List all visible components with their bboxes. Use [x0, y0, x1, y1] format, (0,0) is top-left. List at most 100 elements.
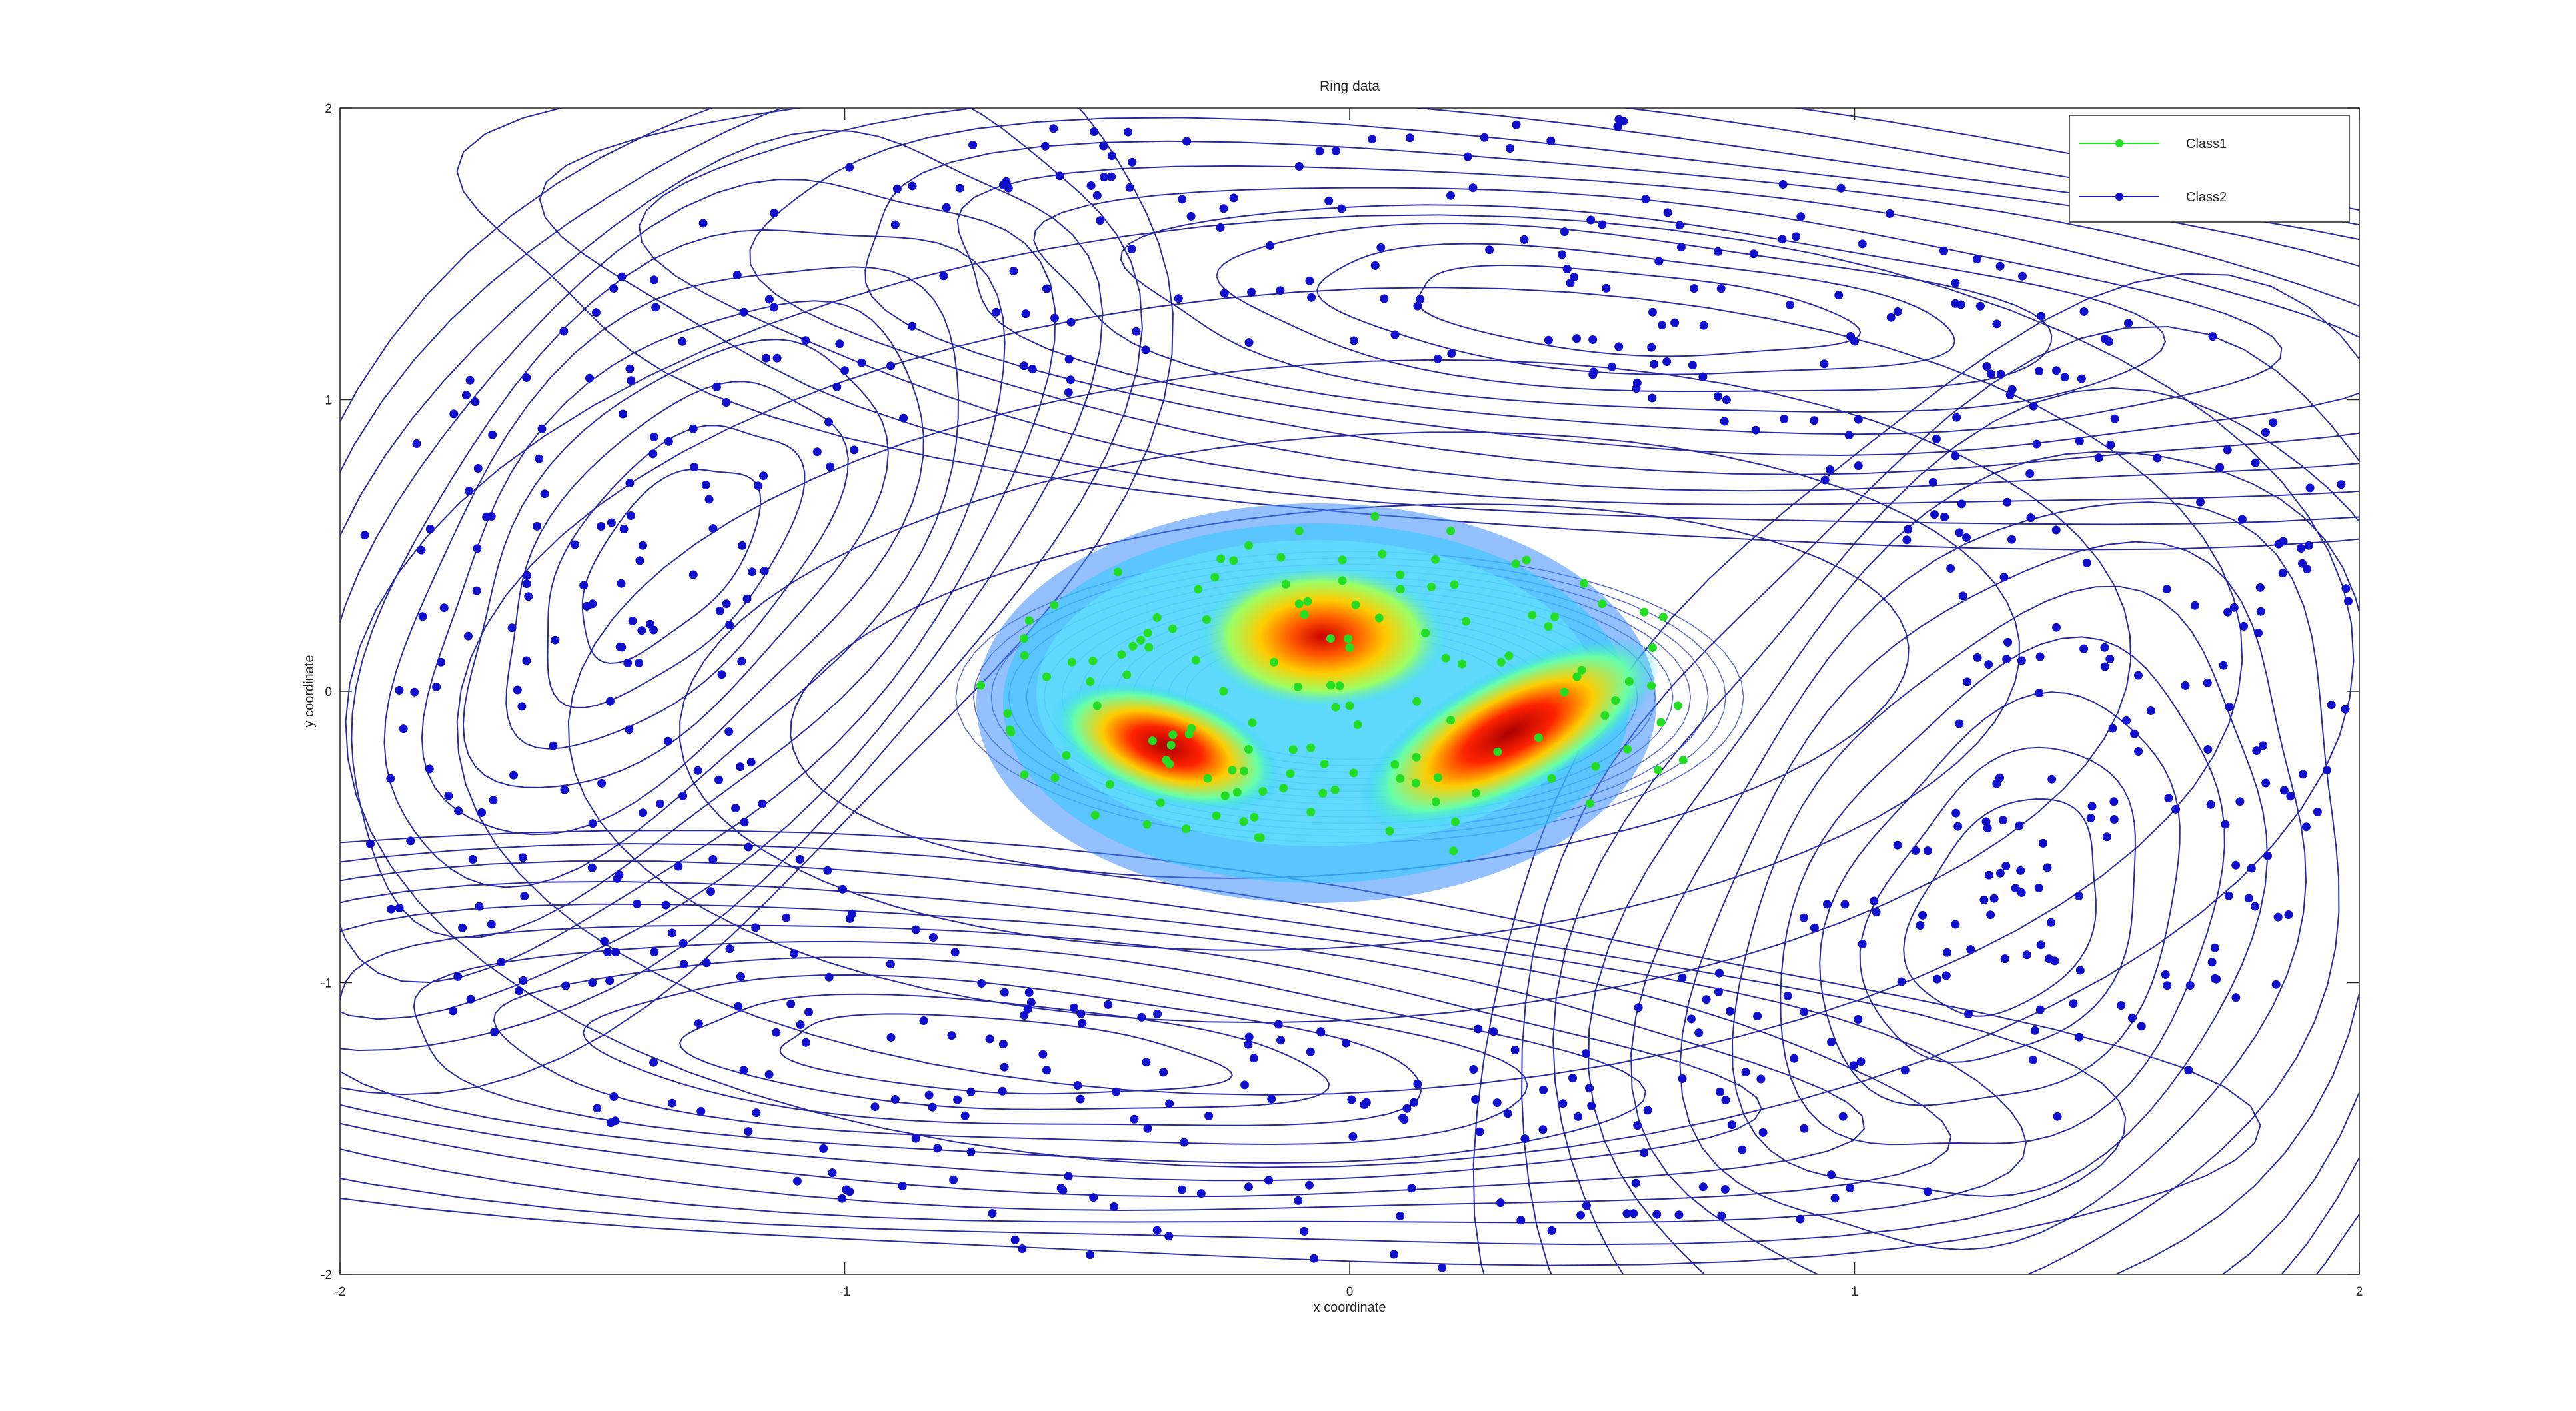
class1-point	[1458, 659, 1467, 669]
class2-point	[664, 437, 673, 446]
class2-point	[1141, 345, 1150, 355]
class1-point	[1248, 718, 1257, 728]
class2-point	[1020, 361, 1029, 371]
class2-point	[1294, 162, 1304, 171]
class2-point	[985, 1034, 994, 1044]
class2-point	[1778, 180, 1788, 189]
class1-point	[1611, 696, 1620, 705]
y-tick-label: 2	[325, 102, 332, 116]
class1-point	[1577, 665, 1586, 675]
class2-point	[1585, 1084, 1594, 1093]
class2-point	[704, 495, 714, 504]
class2-point	[509, 770, 518, 780]
class2-point	[650, 948, 659, 957]
class2-point	[1078, 1018, 1087, 1028]
class2-point	[1648, 307, 1657, 317]
class2-point	[835, 339, 844, 349]
legend-class2-label: Class2	[2186, 190, 2227, 205]
class2-point	[1631, 1178, 1640, 1188]
class2-point	[1056, 1184, 1066, 1193]
class1-point	[1293, 682, 1302, 691]
class2-point	[1370, 261, 1380, 270]
class2-point	[437, 657, 445, 667]
class2-point	[678, 337, 687, 346]
class2-point	[796, 1020, 805, 1029]
class2-point	[1276, 286, 1285, 295]
class1-point	[1042, 672, 1051, 681]
class2-point	[395, 904, 404, 912]
class2-point	[2109, 815, 2119, 824]
class2-point	[497, 958, 506, 967]
contour-line	[679, 431, 2020, 951]
class2-point	[635, 556, 644, 565]
class2-point	[1576, 1210, 1586, 1220]
class1-point	[1220, 791, 1230, 800]
class1-point	[1396, 774, 1405, 783]
contour-line	[1588, 451, 2359, 1274]
class2-point	[1300, 1226, 1309, 1236]
class2-point	[2016, 866, 2025, 875]
class2-point	[1614, 342, 1624, 351]
class2-point	[1786, 300, 1794, 309]
class2-point	[759, 471, 768, 481]
class2-point	[2052, 366, 2061, 375]
class2-point	[1324, 196, 1334, 205]
class2-point	[1090, 127, 1099, 136]
class2-point	[513, 685, 522, 695]
class2-point	[2161, 970, 2170, 979]
class2-point	[1143, 1124, 1152, 1133]
class2-point	[2046, 918, 2055, 927]
class2-point	[1932, 434, 1941, 443]
class1-point	[1349, 768, 1358, 778]
class2-point	[947, 1031, 956, 1040]
class2-point	[2322, 766, 2331, 775]
y-tick-label: -1	[321, 977, 332, 991]
class1-point	[1345, 701, 1354, 710]
class1-point	[1019, 634, 1028, 643]
class2-point	[623, 658, 633, 667]
class2-point	[1165, 1099, 1174, 1108]
class2-point	[679, 960, 688, 969]
class2-point	[752, 1108, 761, 1118]
class1-point	[1504, 651, 1514, 661]
class2-point	[1413, 301, 1422, 311]
class2-point	[1613, 122, 1622, 131]
class2-point	[1951, 451, 1960, 461]
class2-point	[1402, 1104, 1412, 1113]
x-tick-label: -1	[839, 1285, 850, 1299]
contour-line	[679, 993, 1330, 1110]
class2-point	[1142, 1058, 1151, 1067]
class2-point	[1066, 317, 1076, 327]
class2-point	[1503, 1109, 1512, 1118]
class2-point	[1004, 183, 1013, 193]
class2-point	[626, 511, 635, 520]
class2-point	[2130, 729, 2139, 738]
class2-point	[1844, 431, 1854, 440]
contour-line	[340, 924, 1762, 1182]
class2-point	[911, 925, 920, 934]
class2-point	[744, 842, 753, 852]
class2-point	[1826, 465, 1835, 474]
inner-filled-contours	[976, 503, 1660, 903]
class2-point	[473, 464, 483, 473]
class2-point	[908, 181, 917, 191]
class2-point	[1986, 910, 1995, 920]
class2-point	[2017, 888, 2026, 897]
class2-point	[2110, 414, 2119, 423]
class2-point	[694, 1019, 703, 1028]
class2-point	[449, 409, 459, 419]
class1-point	[1212, 811, 1221, 820]
class2-point	[1854, 1015, 1863, 1024]
class2-point	[1064, 388, 1073, 397]
class2-point	[1964, 1010, 1973, 1018]
class2-point	[1717, 1211, 1726, 1220]
class2-point	[560, 785, 569, 794]
contour-line	[1316, 243, 1955, 375]
class2-point	[1447, 349, 1456, 358]
class2-point	[1438, 1263, 1447, 1272]
class2-point	[1267, 1094, 1276, 1104]
contour-line	[1903, 798, 2097, 1017]
class2-point	[1694, 1028, 1704, 1038]
class1-point	[1462, 617, 1470, 626]
class2-point	[1989, 894, 1999, 903]
